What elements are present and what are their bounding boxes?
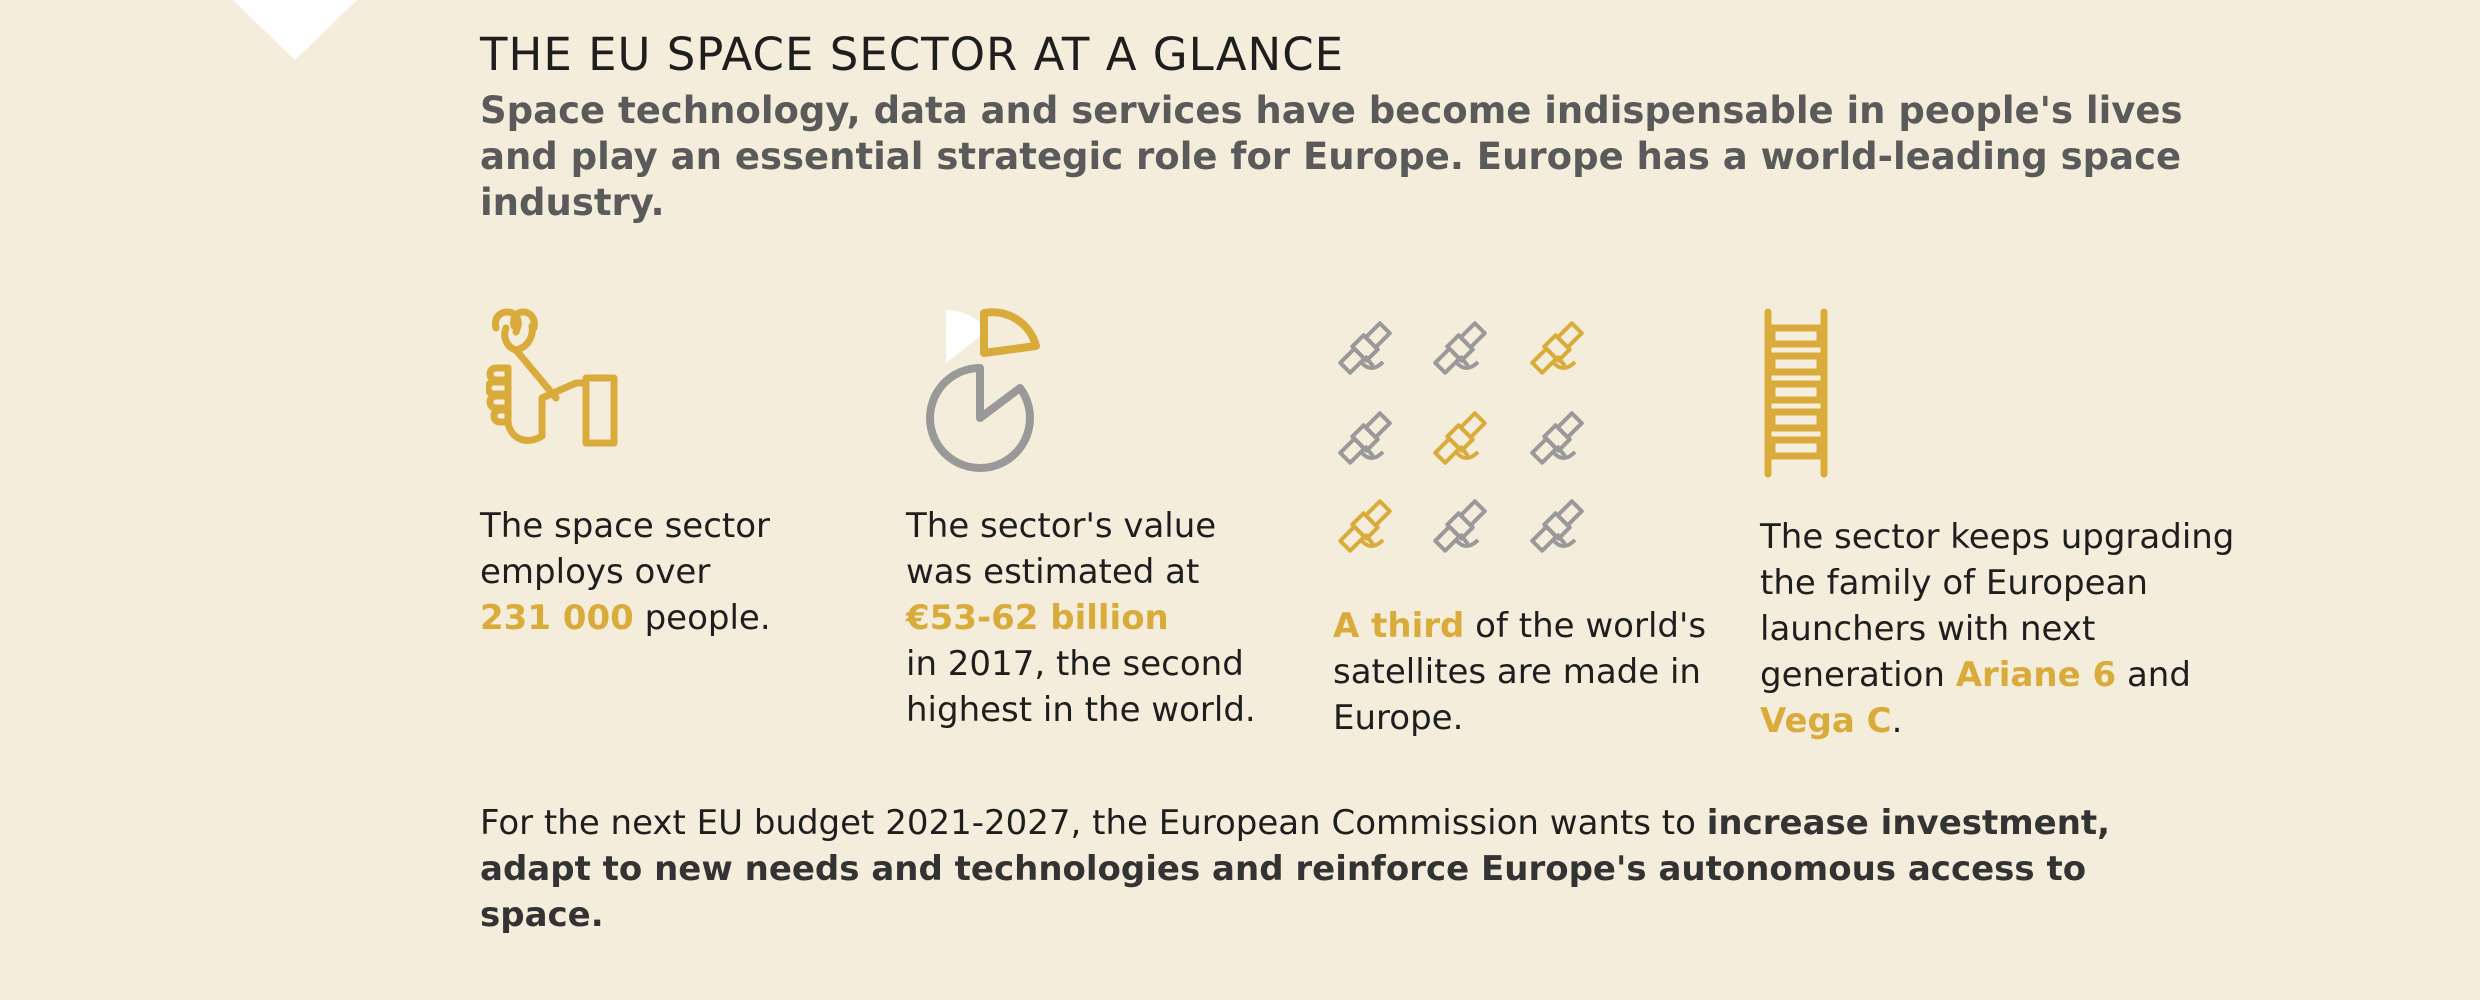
stat-highlight: €53-62 billion [906, 598, 1169, 638]
pie-chart-icon [926, 308, 1040, 472]
stat-line: The sector's value [906, 506, 1217, 546]
corner-decoration [233, 0, 357, 60]
stat-highlight: Ariane 6 [1955, 655, 2117, 695]
ladder-icon [1764, 308, 1828, 478]
stat-line: of the world's [1464, 606, 1707, 646]
page-title: THE EU SPACE SECTOR AT A GLANCE [480, 28, 1345, 81]
stat-line: . [1891, 701, 1903, 741]
stat-line: highest in the world. [906, 690, 1256, 730]
stat-line: in 2017, the second [906, 644, 1244, 684]
wrench-hand-icon [486, 308, 618, 447]
stat-highlight: Vega C [1760, 701, 1892, 741]
page-subtitle: Space technology, data and services have… [480, 89, 2183, 224]
satellites-icon [1338, 321, 1584, 553]
stat-line: and [2116, 655, 2191, 695]
stat-line: generation [1760, 655, 1956, 695]
stat-line: The sector keeps upgrading [1760, 517, 2235, 557]
stat-line: The space sector [480, 506, 771, 546]
stat-line: Europe. [1333, 698, 1464, 738]
footer-text: For the next EU budget 2021-2027, the Eu… [480, 800, 2200, 938]
stat-satellites: A third of the world's satellites are ma… [1333, 603, 1706, 741]
stat-line: employs over [480, 552, 711, 592]
stat-highlight: A third [1333, 606, 1465, 646]
stat-employment: The space sector employs over 231 000 pe… [480, 503, 771, 641]
stat-line: launchers with next [1760, 609, 2096, 649]
stat-line: satellites are made in [1333, 652, 1701, 692]
footer-bold: increase investment, adapt to new needs … [480, 803, 2111, 935]
stat-launchers: The sector keeps upgrading the family of… [1760, 514, 2234, 744]
stat-line: the family of European [1760, 563, 2148, 603]
footer-plain: For the next EU budget 2021-2027, the Eu… [480, 803, 1707, 843]
stat-line: was estimated at [906, 552, 1200, 592]
stat-line: people. [633, 598, 771, 638]
stat-value: The sector's value was estimated at €53-… [906, 503, 1256, 733]
stat-highlight: 231 000 [480, 598, 634, 638]
